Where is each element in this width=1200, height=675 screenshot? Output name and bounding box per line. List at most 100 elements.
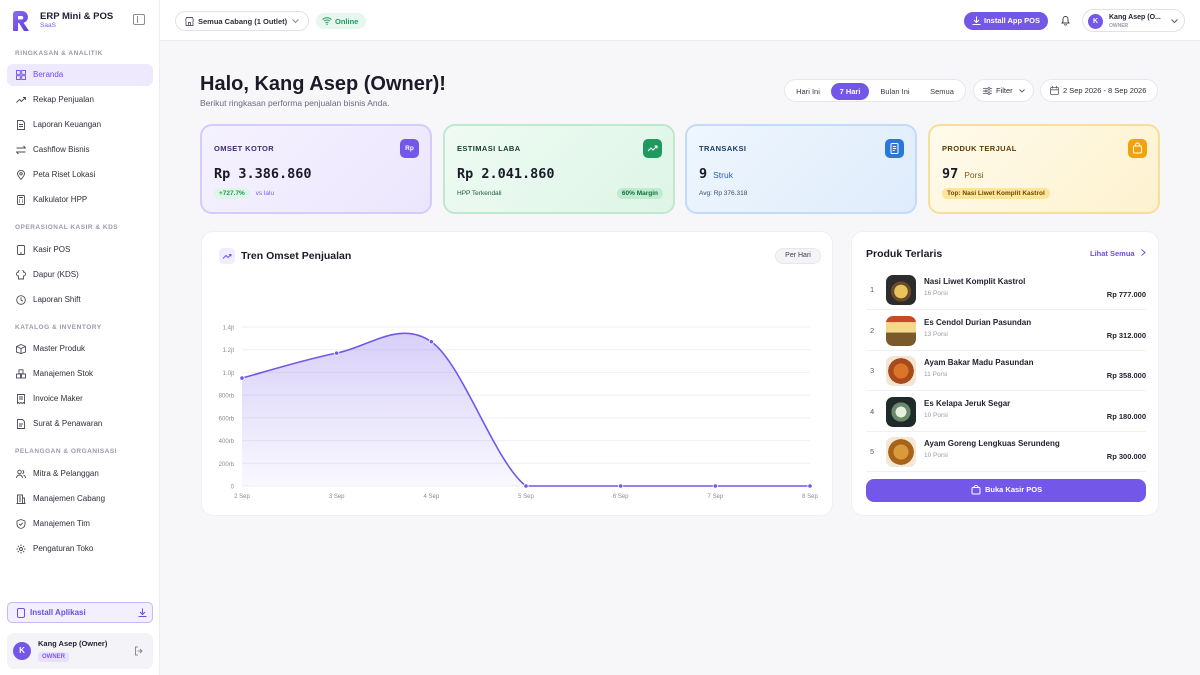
data-point xyxy=(239,375,245,381)
avatar: K xyxy=(13,642,31,660)
kpi-card-laba: ESTIMASI LABA Rp 2.041.860 HPP Terkendal… xyxy=(443,124,675,214)
x-tick-label: 6 Sep xyxy=(613,494,629,500)
kpi-caption: HPP Terkendali xyxy=(457,190,502,197)
product-name: Es Kelapa Jeruk Segar xyxy=(924,398,1011,408)
product-thumbnail xyxy=(886,356,916,387)
see-all-link[interactable]: Lihat Semua xyxy=(1090,249,1146,258)
y-tick-label: 800rb xyxy=(219,394,235,400)
sidebar-item-rekap-penjualan[interactable]: Rekap Penjualan xyxy=(7,89,153,111)
sidebar-item-surat-penawaran[interactable]: Surat & Penawaran xyxy=(7,413,153,435)
profile-menu[interactable]: K Kang Asep (O... OWNER xyxy=(1082,9,1185,32)
chart-title: Tren Omset Penjualan xyxy=(241,250,352,262)
open-pos-button[interactable]: Buka Kasir POS xyxy=(866,479,1146,502)
sidebar-item-mitra-pelanggan[interactable]: Mitra & Pelanggan xyxy=(7,463,153,485)
logout-icon[interactable] xyxy=(134,646,144,656)
download-icon xyxy=(138,608,147,617)
profile-role: OWNER xyxy=(1109,23,1129,29)
install-app-pos-button[interactable]: Install App POS xyxy=(964,12,1048,30)
kpi-value-row: 9 Struk xyxy=(699,166,733,182)
sidebar-item-label: Master Produk xyxy=(33,344,86,353)
sidebar-item-label: Kasir POS xyxy=(33,245,71,254)
product-qty: 10 Porsi xyxy=(924,452,948,460)
product-thumbnail xyxy=(886,437,916,468)
y-tick-label: 1.2jt xyxy=(223,348,235,354)
online-status-badge: Online xyxy=(316,13,366,29)
product-qty: 10 Porsi xyxy=(924,411,948,419)
kpi-unit: Struk xyxy=(713,170,733,180)
sidebar-item-kasir-pos[interactable]: Kasir POS xyxy=(7,239,153,261)
calendar-icon xyxy=(1050,86,1059,95)
list-item[interactable]: 3 Ayam Bakar Madu Pasundan 11 Porsi Rp 358.… xyxy=(866,353,1146,392)
bell-icon[interactable] xyxy=(1060,15,1071,26)
sidebar-item-label: Pengaturan Toko xyxy=(33,544,94,553)
sidebar-item-master-produk[interactable]: Master Produk xyxy=(7,338,153,360)
period-tabs: Hari Ini 7 Hari Bulan Ini Semua xyxy=(784,79,966,102)
growth-caption: vs lalu xyxy=(255,190,275,197)
filter-button[interactable]: Filter xyxy=(973,79,1034,102)
sidebar-collapse-icon[interactable] xyxy=(133,14,145,25)
date-range-picker[interactable]: 2 Sep 2026 - 8 Sep 2026 xyxy=(1040,79,1158,102)
list-item[interactable]: 2 Es Cendol Durian Pasundan 13 Porsi Rp 312… xyxy=(866,313,1146,351)
kpi-value: 9 xyxy=(699,166,708,182)
sidebar-item-kalkulator-hpp[interactable]: Kalkulator HPP xyxy=(7,189,153,211)
sidebar-item-cashflow-bisnis[interactable]: Cashflow Bisnis xyxy=(7,139,153,161)
product-thumbnail xyxy=(886,315,916,346)
date-range-label: 2 Sep 2026 - 8 Sep 2026 xyxy=(1063,86,1147,95)
sidebar-item-laporan-shift[interactable]: Laporan Shift xyxy=(7,289,153,311)
branch-selector[interactable]: Semua Cabang (1 Outlet) xyxy=(175,11,309,31)
sidebar-item-peta-riset-lokasi[interactable]: Peta Riset Lokasi xyxy=(7,164,153,186)
sidebar-item-pengaturan-toko[interactable]: Pengaturan Toko xyxy=(7,538,153,560)
trend-icon xyxy=(16,97,26,103)
kpi-card-produk: PRODUK TERJUAL 97 Porsi Top: Nasi Liwet K… xyxy=(928,124,1160,214)
tab-7-hari[interactable]: 7 Hari xyxy=(831,83,869,100)
kpi-value: Rp 3.386.860 xyxy=(214,166,312,182)
map-pin-icon xyxy=(17,170,25,180)
growth-badge: +727.7% xyxy=(214,188,250,199)
sidebar-item-manajemen-stok[interactable]: Manajemen Stok xyxy=(7,363,153,385)
product-price: Rp 180.000 xyxy=(1106,411,1146,421)
rupiah-icon: Rp xyxy=(400,139,419,158)
product-name: Ayam Bakar Madu Pasundan xyxy=(924,358,1034,368)
nav-section-label: RINGKASAN & ANALITIK xyxy=(15,50,103,57)
clock-icon xyxy=(16,295,26,305)
sidebar-item-label: Manajemen Stok xyxy=(33,369,94,378)
data-point xyxy=(807,483,813,489)
install-app-pos-label: Install App POS xyxy=(984,16,1040,25)
sidebar-item-invoice-maker[interactable]: Invoice Maker xyxy=(7,388,153,410)
sidebar-item-label: Rekap Penjualan xyxy=(33,95,94,104)
rank-number: 2 xyxy=(870,325,875,335)
tab-hari-ini[interactable]: Hari Ini xyxy=(796,87,820,96)
sidebar-item-beranda[interactable]: Beranda xyxy=(7,64,153,86)
sidebar-item-dapur-kds[interactable]: Dapur (KDS) xyxy=(7,264,153,286)
wifi-icon xyxy=(322,17,332,25)
kpi-title: TRANSAKSI xyxy=(699,144,747,153)
product-price: Rp 300.000 xyxy=(1106,452,1146,462)
product-thumbnail xyxy=(886,396,916,427)
brand-logo-icon xyxy=(13,11,29,31)
sidebar-user-card[interactable]: K Kang Asep (Owner) OWNER xyxy=(7,633,153,669)
invoice-icon xyxy=(17,394,25,404)
tab-bulan-ini[interactable]: Bulan Ini xyxy=(880,87,910,96)
margin-badge: 60% Margin xyxy=(616,188,663,199)
brand[interactable]: ERP Mini & POS SaaS xyxy=(10,8,150,34)
granularity-button[interactable]: Per Hari xyxy=(775,248,821,264)
shopping-bag-icon xyxy=(1128,139,1147,158)
x-tick-label: 7 Sep xyxy=(707,494,723,500)
avatar: K xyxy=(1088,14,1103,29)
data-point xyxy=(712,483,718,489)
kpi-card-transaksi: TRANSAKSI 9 Struk Avg: Rp 376.318 xyxy=(685,124,917,214)
sidebar-item-manajemen-cabang[interactable]: Manajemen Cabang xyxy=(7,488,153,510)
sidebar-item-label: Dapur (KDS) xyxy=(33,270,79,279)
install-app-button[interactable]: Install Aplikasi xyxy=(7,602,153,623)
nav-section-label: PELANGGAN & ORGANISASI xyxy=(15,448,118,455)
sidebar-item-manajemen-tim[interactable]: Manajemen Tim xyxy=(7,513,153,535)
list-item[interactable]: 4 Es Kelapa Jeruk Segar 10 Porsi Rp 180.000 xyxy=(866,394,1146,432)
sidebar-item-laporan-keuangan[interactable]: Laporan Keuangan xyxy=(7,114,153,136)
list-item[interactable]: 5 Ayam Goreng Lengkuas Serundeng 10 Porsi R… xyxy=(866,434,1146,473)
tab-semua[interactable]: Semua xyxy=(930,87,954,96)
sidebar-item-label: Kalkulator HPP xyxy=(33,195,88,204)
sidebar-item-label: Invoice Maker xyxy=(33,394,83,403)
brand-name: ERP Mini & POS xyxy=(40,11,114,22)
sidebar-item-label: Surat & Penawaran xyxy=(33,419,103,428)
list-item[interactable]: 1 Nasi Liwet Komplit Kastrol 16 Porsi Rp 77… xyxy=(866,272,1146,310)
